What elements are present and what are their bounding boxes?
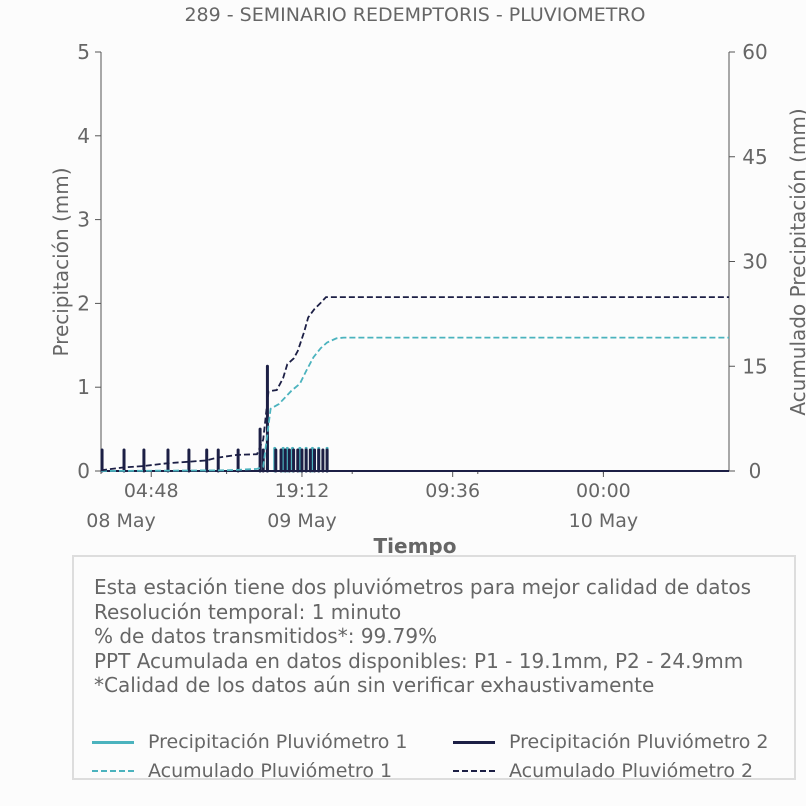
legend-swatch-acum-1	[92, 770, 134, 772]
y-left-axis-label: Precipitación (mm)	[49, 167, 73, 356]
y-right-tick-label: 30	[742, 250, 767, 274]
legend-swatch-precip-2	[453, 741, 495, 744]
legend-label-precip-1: Precipitación Pluviómetro 1	[148, 731, 408, 753]
y-left-tick-label: 5	[77, 40, 90, 64]
x-date-label: 09 May	[267, 510, 337, 532]
y-right-tick-label: 60	[742, 40, 767, 64]
accum-line-series-2	[100, 296, 729, 472]
y-right-tick-label: 45	[742, 145, 767, 169]
x-tick-label: 00:00	[576, 480, 631, 502]
x-tick-label: 09:36	[425, 480, 480, 502]
y-left-tick-label: 2	[77, 291, 90, 315]
info-line-transmitted: % de datos transmitidos*: 99.79%	[94, 624, 438, 648]
y-left-tick-label: 1	[77, 375, 90, 399]
accum-line-series-1	[100, 336, 729, 472]
x-tick-label: 04:48	[124, 480, 179, 502]
y-left-tick-label: 4	[77, 124, 90, 148]
x-start-date-label: 08 May	[86, 510, 156, 532]
y-right-tick-label: 0	[749, 459, 762, 483]
info-line-quality-note: *Calidad de los datos aún sin verificar …	[94, 673, 655, 697]
y-left-tick-label: 3	[77, 208, 90, 232]
legend-label-acum-1: Acumulado Pluviómetro 1	[148, 760, 393, 782]
y-left-tick-label: 0	[77, 459, 90, 483]
chart-title: 289 - SEMINARIO REDEMPTORIS - PLUVIOMETR…	[184, 4, 645, 26]
legend-label-acum-2: Acumulado Pluviómetro 2	[509, 760, 754, 782]
info-line-stations: Esta estación tiene dos pluviómetros par…	[94, 575, 752, 599]
legend-swatch-acum-2	[453, 770, 495, 772]
y-right-axis-label: Acumulado Precipitación (mm)	[786, 108, 806, 415]
info-line-resolution: Resolución temporal: 1 minuto	[94, 600, 402, 624]
info-box: Esta estación tiene dos pluviómetros par…	[72, 555, 796, 782]
y-right-tick-label: 15	[742, 354, 767, 378]
x-axis-label: Tiempo	[374, 534, 457, 558]
x-date-label: 10 May	[569, 510, 639, 532]
legend-swatch-precip-1	[92, 741, 134, 744]
legend-label-precip-2: Precipitación Pluviómetro 2	[509, 731, 769, 753]
x-tick-label: 19:12	[275, 480, 330, 502]
info-line-accumulated: PPT Acumulada en datos disponibles: P1 -…	[94, 649, 744, 673]
